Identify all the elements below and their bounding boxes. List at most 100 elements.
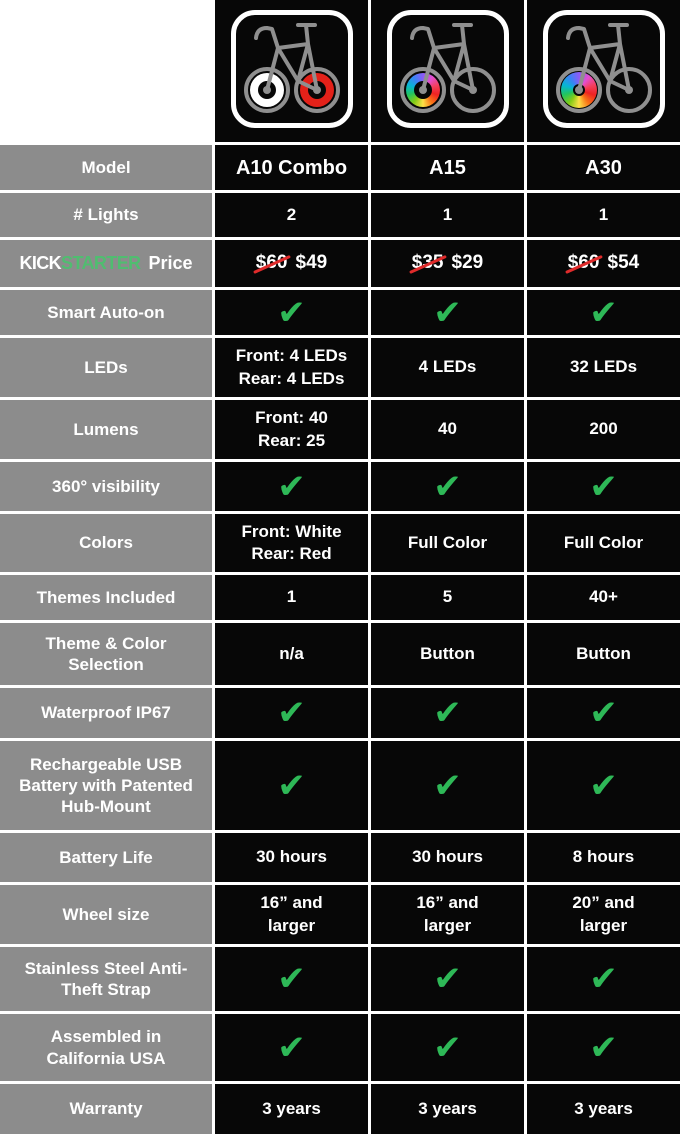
battery-life-a30-cell: 8 hours [527, 833, 680, 882]
new-price: $49 [295, 252, 328, 274]
wheel-size-a30-cell: 20” and larger [527, 885, 680, 944]
bike-front-white-rear-red-icon [230, 10, 353, 128]
check-icon: ✔ [277, 959, 306, 999]
row-label-kickstarter-price: KICKSTARTER Price [0, 240, 212, 287]
check-icon: ✔ [589, 292, 618, 333]
row-label-assembled: Assembled in California USA [0, 1014, 212, 1081]
themes-a10-cell: 1 [215, 575, 368, 620]
lumens-a30-cell: 200 [527, 400, 680, 459]
warranty-a15-cell: 3 years [371, 1084, 524, 1134]
row-label-model: Model [0, 145, 212, 190]
bike-frame-icon [253, 23, 321, 94]
row-label-theme-selection: Theme & Color Selection [0, 623, 212, 685]
check-icon: ✔ [589, 1027, 618, 1068]
smart-auto-on-a10-cell: ✔ [215, 290, 368, 335]
rear-wheel-icon [605, 67, 652, 113]
check-icon: ✔ [589, 765, 618, 806]
check-icon: ✔ [433, 765, 462, 806]
smart-auto-on-a30-cell: ✔ [527, 290, 680, 335]
new-price: $29 [451, 252, 484, 274]
check-icon: ✔ [277, 765, 306, 806]
bike-illustration [236, 15, 348, 123]
bike-frame-icon [409, 23, 477, 94]
battery-usb-a30-cell: ✔ [527, 741, 680, 830]
leds-a10-cell: Front: 4 LEDs Rear: 4 LEDs [215, 338, 368, 397]
leds-a30-cell: 32 LEDs [527, 338, 680, 397]
row-label-warranty: Warranty [0, 1084, 212, 1134]
price-a30-cell: $60 $54 [527, 240, 680, 287]
warranty-a30-cell: 3 years [527, 1084, 680, 1134]
visibility-a10-cell: ✔ [215, 462, 368, 511]
bike-front-rainbow-disc-icon [542, 10, 665, 128]
lights-a30-cell: 1 [527, 193, 680, 237]
themes-a30-cell: 40+ [527, 575, 680, 620]
bike-illustration [548, 15, 660, 123]
lights-a10-cell: 2 [215, 193, 368, 237]
corner-blank [0, 0, 212, 142]
old-price: $60 [256, 251, 288, 276]
row-label-waterproof: Waterproof IP67 [0, 688, 212, 738]
model-a30-cell: A30 [527, 145, 680, 190]
row-label-wheel-size: Wheel size [0, 885, 212, 944]
battery-usb-a10-cell: ✔ [215, 741, 368, 830]
row-label-visibility: 360° visibility [0, 462, 212, 511]
row-label-themes: Themes Included [0, 575, 212, 620]
front-wheel-icon [555, 67, 602, 113]
waterproof-a15-cell: ✔ [371, 688, 524, 738]
leds-a15-cell: 4 LEDs [371, 338, 524, 397]
check-icon: ✔ [277, 693, 306, 733]
check-icon: ✔ [433, 1027, 462, 1068]
old-price: $60 [568, 251, 600, 276]
visibility-a30-cell: ✔ [527, 462, 680, 511]
battery-life-a10-cell: 30 hours [215, 833, 368, 882]
product-header-a30 [527, 0, 680, 142]
price-a15-cell: $35 $29 [371, 240, 524, 287]
row-label-anti-theft: Stainless Steel Anti-Theft Strap [0, 947, 212, 1011]
rear-wheel-icon [449, 67, 496, 113]
check-icon: ✔ [433, 693, 462, 733]
row-label-lumens: Lumens [0, 400, 212, 459]
assembled-a10-cell: ✔ [215, 1014, 368, 1081]
check-icon: ✔ [589, 693, 618, 733]
wheel-size-a10-cell: 16” and larger [215, 885, 368, 944]
lumens-a10-cell: Front: 40 Rear: 25 [215, 400, 368, 459]
check-icon: ✔ [589, 466, 618, 507]
anti-theft-a30-cell: ✔ [527, 947, 680, 1011]
product-header-a10 [215, 0, 368, 142]
kickstarter-logo: KICKSTARTER [19, 253, 141, 274]
check-icon: ✔ [433, 292, 462, 333]
battery-life-a15-cell: 30 hours [371, 833, 524, 882]
theme-selection-a30-cell: Button [527, 623, 680, 685]
check-icon: ✔ [433, 959, 462, 999]
waterproof-a10-cell: ✔ [215, 688, 368, 738]
model-a10-cell: A10 Combo [215, 145, 368, 190]
smart-auto-on-a15-cell: ✔ [371, 290, 524, 335]
anti-theft-a15-cell: ✔ [371, 947, 524, 1011]
check-icon: ✔ [277, 466, 306, 507]
assembled-a30-cell: ✔ [527, 1014, 680, 1081]
check-icon: ✔ [277, 1027, 306, 1068]
warranty-a10-cell: 3 years [215, 1084, 368, 1134]
lumens-a15-cell: 40 [371, 400, 524, 459]
product-header-a15 [371, 0, 524, 142]
new-price: $54 [607, 252, 640, 274]
row-label-lights: # Lights [0, 193, 212, 237]
wheel-size-a15-cell: 16” and larger [371, 885, 524, 944]
row-label-battery-usb: Rechargeable USB Battery with Patented H… [0, 741, 212, 830]
colors-a30-cell: Full Color [527, 514, 680, 572]
assembled-a15-cell: ✔ [371, 1014, 524, 1081]
row-label-colors: Colors [0, 514, 212, 572]
bike-illustration [392, 15, 504, 123]
themes-a15-cell: 5 [371, 575, 524, 620]
theme-selection-a15-cell: Button [371, 623, 524, 685]
model-a15-cell: A15 [371, 145, 524, 190]
check-icon: ✔ [589, 959, 618, 999]
row-label-smart-auto-on: Smart Auto-on [0, 290, 212, 335]
bike-front-rainbow-ring-icon [386, 10, 509, 128]
row-label-leds: LEDs [0, 338, 212, 397]
colors-a15-cell: Full Color [371, 514, 524, 572]
waterproof-a30-cell: ✔ [527, 688, 680, 738]
check-icon: ✔ [277, 292, 306, 333]
row-label-battery-life: Battery Life [0, 833, 212, 882]
